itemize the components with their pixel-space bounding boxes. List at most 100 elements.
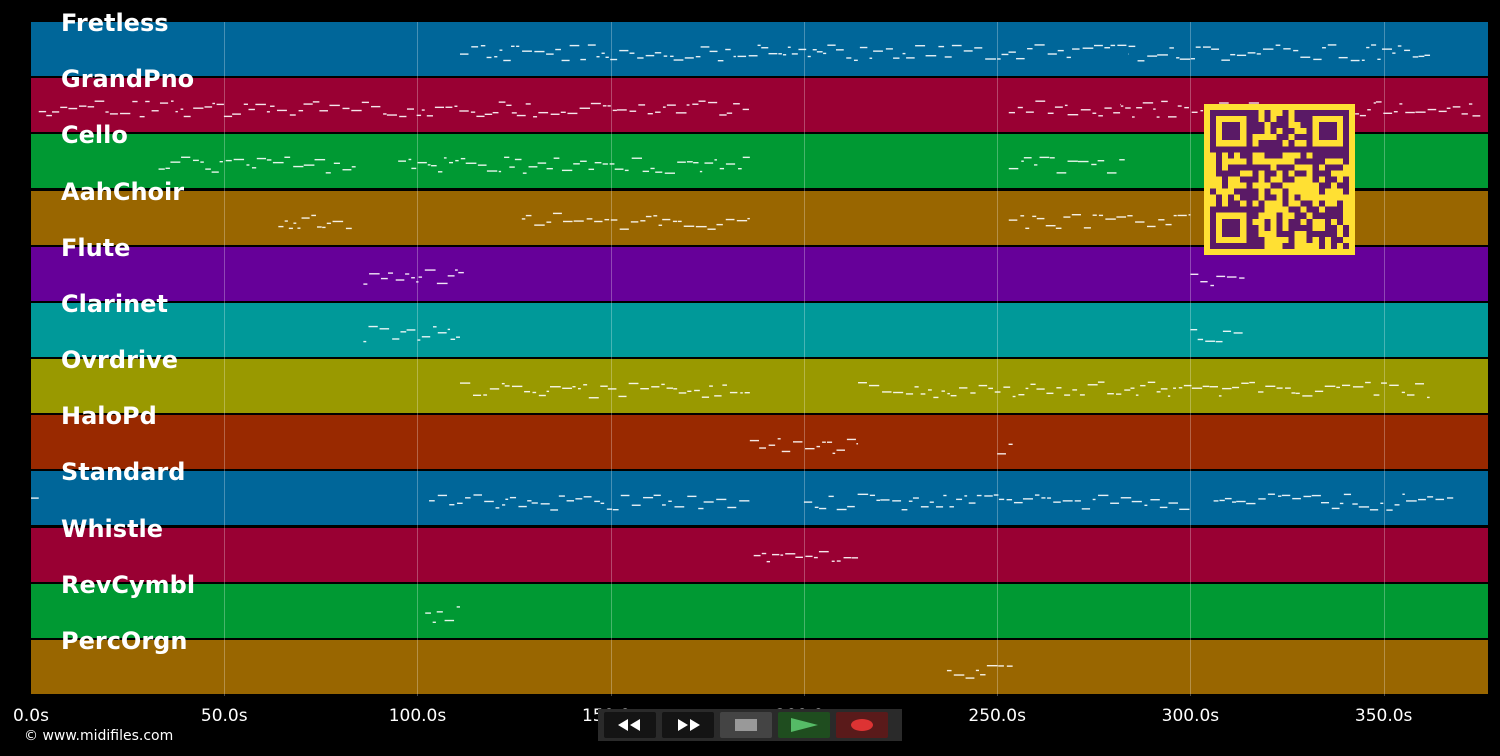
- qr-module: [1234, 206, 1241, 213]
- qr-module: [1228, 152, 1235, 159]
- qr-module: [1306, 146, 1313, 153]
- qr-module: [1264, 170, 1271, 177]
- qr-module: [1300, 134, 1307, 141]
- qr-module: [1324, 146, 1331, 153]
- track-label: Clarinet: [61, 289, 168, 318]
- qr-module: [1258, 128, 1265, 135]
- qr-module: [1306, 158, 1313, 165]
- qr-module: [1282, 134, 1289, 141]
- qr-module: [1246, 200, 1253, 207]
- qr-module: [1258, 122, 1265, 129]
- qr-module: [1246, 110, 1253, 117]
- qr-module: [1240, 188, 1247, 195]
- qr-module: [1318, 200, 1325, 207]
- qr-module: [1246, 212, 1253, 219]
- qr-module: [1240, 110, 1247, 117]
- qr-module: [1318, 146, 1325, 153]
- qr-module: [1210, 224, 1217, 231]
- qr-module: [1246, 218, 1253, 225]
- qr-module: [1210, 146, 1217, 153]
- track-label: PercOrgn: [61, 626, 188, 655]
- track-lane: [31, 415, 1488, 470]
- qr-module: [1312, 206, 1319, 213]
- qr-module: [1276, 230, 1283, 237]
- qr-module: [1306, 218, 1313, 225]
- qr-module: [1294, 218, 1301, 225]
- qr-module: [1276, 146, 1283, 153]
- gridline: [997, 22, 999, 696]
- qr-module: [1330, 236, 1337, 243]
- qr-module: [1330, 152, 1337, 159]
- qr-module: [1246, 242, 1253, 249]
- qr-module: [1294, 170, 1301, 177]
- qr-module: [1294, 158, 1301, 165]
- track-label: AahChoir: [61, 177, 185, 206]
- qr-module: [1294, 206, 1301, 213]
- qr-module: [1228, 230, 1235, 237]
- qr-module: [1288, 224, 1295, 231]
- qr-module: [1216, 164, 1223, 171]
- qr-module: [1324, 224, 1331, 231]
- qr-module: [1324, 212, 1331, 219]
- qr-module: [1306, 134, 1313, 141]
- qr-module: [1210, 128, 1217, 135]
- qr-module: [1234, 224, 1241, 231]
- time-tick-label: 300.0s: [1161, 706, 1220, 726]
- qr-module: [1246, 146, 1253, 153]
- qr-module: [1222, 170, 1229, 177]
- track-lane: [31, 639, 1488, 694]
- track-label: Flute: [61, 233, 131, 262]
- qr-module: [1252, 224, 1259, 231]
- qr-module: [1306, 206, 1313, 213]
- qr-module: [1228, 128, 1235, 135]
- qr-module: [1324, 176, 1331, 183]
- fast-forward-button[interactable]: [662, 712, 714, 738]
- qr-module: [1270, 140, 1277, 147]
- qr-module: [1210, 116, 1217, 123]
- qr-module: [1222, 134, 1229, 141]
- qr-module: [1246, 230, 1253, 237]
- qr-module: [1330, 224, 1337, 231]
- qr-module: [1252, 212, 1259, 219]
- track-lane: [31, 583, 1488, 638]
- qr-module: [1246, 134, 1253, 141]
- qr-module: [1342, 122, 1349, 129]
- stop-button[interactable]: [720, 712, 772, 738]
- qr-module: [1270, 146, 1277, 153]
- qr-module: [1324, 134, 1331, 141]
- qr-module: [1336, 110, 1343, 117]
- qr-module: [1324, 218, 1331, 225]
- qr-module: [1336, 146, 1343, 153]
- qr-module: [1294, 146, 1301, 153]
- qr-module: [1288, 206, 1295, 213]
- qr-module: [1246, 182, 1253, 189]
- time-tick-label: 350.0s: [1354, 706, 1413, 726]
- qr-module: [1270, 122, 1277, 129]
- track-lane: [31, 22, 1488, 77]
- qr-module: [1216, 206, 1223, 213]
- qr-module: [1324, 122, 1331, 129]
- qr-module: [1330, 212, 1337, 219]
- qr-module: [1228, 200, 1235, 207]
- play-button[interactable]: [778, 712, 830, 738]
- qr-module: [1216, 152, 1223, 159]
- rewind-button[interactable]: [604, 712, 656, 738]
- record-button[interactable]: [836, 712, 888, 738]
- track-label: GrandPno: [61, 65, 195, 94]
- qr-module: [1264, 140, 1271, 147]
- qr-module: [1318, 212, 1325, 219]
- qr-module: [1312, 146, 1319, 153]
- qr-module: [1324, 128, 1331, 135]
- qr-module: [1234, 128, 1241, 135]
- track-lane: [31, 527, 1488, 582]
- qr-module: [1264, 218, 1271, 225]
- qr-module: [1222, 206, 1229, 213]
- qr-module: [1324, 182, 1331, 189]
- qr-module: [1264, 152, 1271, 159]
- qr-module: [1324, 164, 1331, 171]
- qr-module: [1222, 176, 1229, 183]
- qr-module: [1294, 110, 1301, 117]
- qr-module: [1258, 146, 1265, 153]
- qr-module: [1336, 218, 1343, 225]
- qr-module: [1294, 194, 1301, 201]
